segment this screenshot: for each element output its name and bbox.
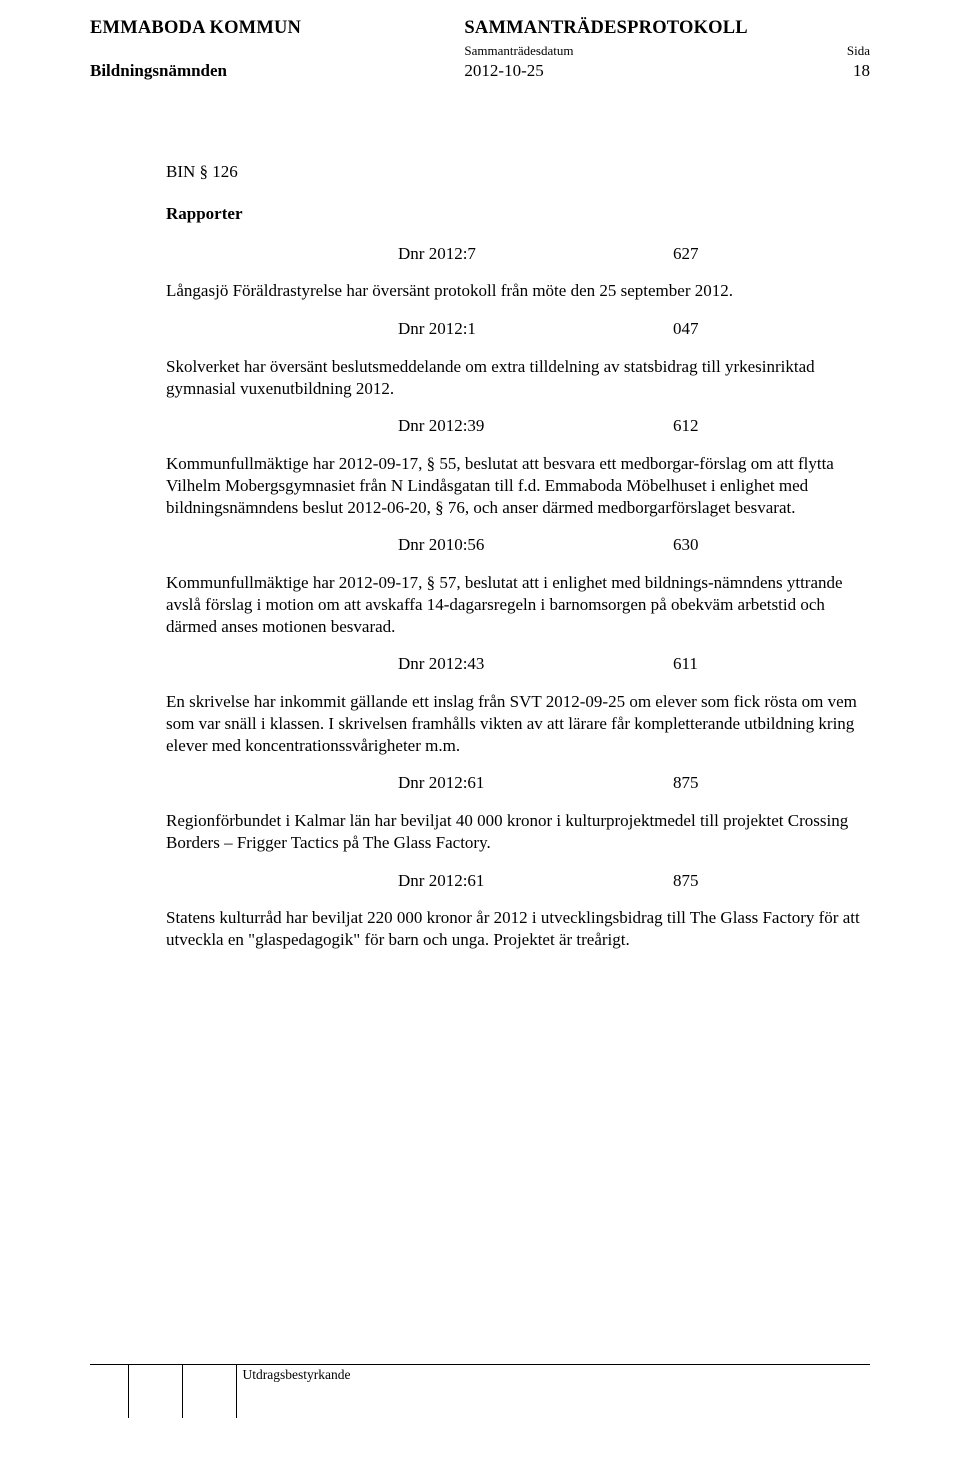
signature-cell: [90, 1364, 128, 1418]
dnr-code: 875: [673, 772, 699, 794]
dnr-label: Dnr 2012:1: [398, 318, 673, 340]
dnr-row: Dnr 2012:61 875: [166, 870, 864, 892]
dnr-label: Dnr 2012:39: [398, 415, 673, 437]
dnr-row: Dnr 2012:43 611: [166, 653, 864, 675]
section-title: Rapporter: [166, 203, 864, 225]
item-number: BIN § 126: [166, 161, 864, 183]
page-number: 18: [853, 61, 870, 81]
entry-text: Kommunfullmäktige har 2012-09-17, § 57, …: [166, 572, 864, 637]
signature-table: Utdragsbestyrkande: [90, 1364, 870, 1419]
dnr-label: Dnr 2012:61: [398, 870, 673, 892]
dnr-code: 630: [673, 534, 699, 556]
protocol-title: SAMMANTRÄDESPROTOKOLL: [464, 18, 870, 39]
dnr-label: Dnr 2012:43: [398, 653, 673, 675]
dnr-label: Dnr 2012:7: [398, 243, 673, 265]
dnr-code: 875: [673, 870, 699, 892]
document-body: BIN § 126 Rapporter Dnr 2012:7 627 Långa…: [90, 161, 870, 951]
org-name: EMMABODA KOMMUN: [90, 18, 464, 39]
page-label: Sida: [847, 43, 870, 59]
entry-text: Skolverket har översänt beslutsmeddeland…: [166, 356, 864, 400]
signature-cell: [128, 1364, 182, 1418]
document-header: EMMABODA KOMMUN Bildningsnämnden SAMMANT…: [90, 18, 870, 81]
dnr-code: 611: [673, 653, 698, 675]
attestation-cell: Utdragsbestyrkande: [236, 1364, 870, 1418]
meeting-date: 2012-10-25: [464, 61, 543, 81]
entry-text: Långasjö Föräldrastyrelse har översänt p…: [166, 280, 864, 302]
dnr-code: 612: [673, 415, 699, 437]
entry-text: En skrivelse har inkommit gällande ett i…: [166, 691, 864, 756]
signature-cell: [182, 1364, 236, 1418]
meeting-date-label: Sammanträdesdatum: [464, 43, 573, 59]
dnr-row: Dnr 2012:39 612: [166, 415, 864, 437]
dnr-row: Dnr 2012:1 047: [166, 318, 864, 340]
dnr-row: Dnr 2010:56 630: [166, 534, 864, 556]
dnr-row: Dnr 2012:7 627: [166, 243, 864, 265]
board-name: Bildningsnämnden: [90, 61, 464, 81]
dnr-label: Dnr 2010:56: [398, 534, 673, 556]
entry-text: Regionförbundet i Kalmar län har bevilja…: [166, 810, 864, 854]
dnr-code: 627: [673, 243, 699, 265]
entry-text: Kommunfullmäktige har 2012-09-17, § 55, …: [166, 453, 864, 518]
dnr-row: Dnr 2012:61 875: [166, 772, 864, 794]
dnr-label: Dnr 2012:61: [398, 772, 673, 794]
entry-text: Statens kulturråd har beviljat 220 000 k…: [166, 907, 864, 951]
dnr-code: 047: [673, 318, 699, 340]
footer: Utdragsbestyrkande: [90, 1364, 870, 1419]
